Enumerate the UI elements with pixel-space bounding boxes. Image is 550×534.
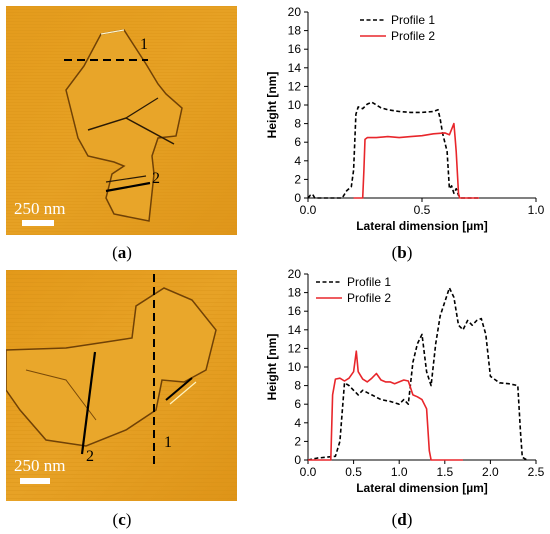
x-tick-label-d-4: 2.0 [482, 465, 499, 479]
y-tick-label-b-8: 16 [288, 42, 302, 56]
panel-d: 0 2 4 6 8 10 12 14 16 18 20 0.0 0.5 1.0 1.5 2.0 2.5 Later… [262, 266, 550, 506]
profile-line-2-a [105, 181, 151, 193]
y-tick-label-b-2: 4 [294, 154, 301, 168]
y-tick-label-b-7: 14 [288, 61, 302, 75]
profile-label-1-a: 1 [140, 36, 148, 53]
x-tick-label-d-3: 1.5 [436, 465, 453, 479]
scale-bar-c [20, 478, 50, 484]
y-tick-label-b-5: 10 [288, 98, 302, 112]
profile-label-2-c: 2 [86, 448, 94, 465]
scale-label-a: 250 nm [14, 199, 66, 218]
profile-label-2-a: 2 [152, 170, 160, 187]
scale-bar-a [22, 220, 54, 226]
y-tick-label-d-5: 10 [288, 360, 302, 374]
flake-a [65, 29, 183, 222]
x-axis-label-d: Lateral dimension [µm] [356, 481, 488, 495]
x-tick-label-b-0: 0.0 [300, 203, 317, 217]
chart-b: 0 2 4 6 8 10 12 14 16 18 20 0.0 0.5 1.0 Lateral dimens… [265, 5, 545, 233]
x-tick-label-d-2: 1.0 [391, 465, 408, 479]
y-tick-label-b-4: 8 [294, 117, 301, 131]
panel-c: 2 1 250 nm [6, 270, 237, 501]
x-tick-label-b-1: 0.5 [414, 203, 431, 217]
y-tick-label-d-10: 20 [288, 267, 302, 281]
x-axis-label-b: Lateral dimension [µm] [356, 219, 488, 233]
legend-label-b-0: Profile 1 [391, 13, 435, 27]
caption-a: (a) [112, 243, 132, 262]
y-tick-label-b-1: 2 [294, 172, 301, 186]
panel-a: 1 2 250 nm [6, 6, 237, 235]
y-tick-label-d-2: 4 [294, 416, 301, 430]
afm-image-a: 1 2 250 nm [6, 6, 237, 235]
y-tick-label-d-9: 18 [288, 286, 302, 300]
y-tick-label-d-7: 14 [288, 323, 302, 337]
caption-b: (b) [391, 243, 413, 262]
profile-label-1-c: 1 [164, 434, 172, 451]
y-tick-label-b-3: 6 [294, 135, 301, 149]
series-line-d-0 [307, 287, 528, 461]
x-tick-label-d-1: 0.5 [345, 465, 362, 479]
flake-c [6, 287, 217, 447]
afm-image-c-drawing [6, 270, 237, 501]
panel-b: 0 2 4 6 8 10 12 14 16 18 20 0.0 0.5 1.0 Lateral dimens… [262, 4, 550, 244]
y-tick-label-d-1: 2 [294, 434, 301, 448]
x-tick-label-b-2: 1.0 [528, 203, 545, 217]
y-axis-label-d: Height [nm] [265, 334, 279, 401]
legend-label-d-0: Profile 1 [347, 275, 391, 289]
profile-line-2-c [80, 351, 97, 455]
legend-label-b-1: Profile 2 [391, 29, 435, 43]
x-tick-label-d-0: 0.0 [300, 465, 317, 479]
y-tick-label-d-3: 6 [294, 397, 301, 411]
series-line-b-0 [307, 101, 479, 199]
series-line-d-1 [308, 350, 463, 461]
y-tick-label-b-9: 18 [288, 24, 302, 38]
y-tick-label-d-4: 8 [294, 379, 301, 393]
y-tick-label-d-0: 0 [294, 453, 301, 467]
series-line-b-1 [353, 122, 479, 199]
caption-c: (c) [112, 510, 132, 529]
legend-label-d-1: Profile 2 [347, 291, 391, 305]
y-tick-label-b-0: 0 [294, 191, 301, 205]
y-tick-label-d-8: 16 [288, 304, 302, 318]
y-axis-label-b: Height [nm] [265, 72, 279, 139]
y-tick-label-b-6: 12 [288, 79, 302, 93]
chart-d: 0 2 4 6 8 10 12 14 16 18 20 0.0 0.5 1.0 1.5 2.0 2.5 Later… [265, 267, 545, 495]
x-tick-label-d-5: 2.5 [528, 465, 545, 479]
caption-d: (d) [391, 510, 413, 529]
y-tick-label-d-6: 12 [288, 341, 302, 355]
y-tick-label-b-10: 20 [288, 5, 302, 19]
afm-image-c: 2 1 250 nm [6, 270, 237, 501]
scale-label-c: 250 nm [14, 456, 66, 475]
afm-image-a-drawing [6, 6, 237, 235]
